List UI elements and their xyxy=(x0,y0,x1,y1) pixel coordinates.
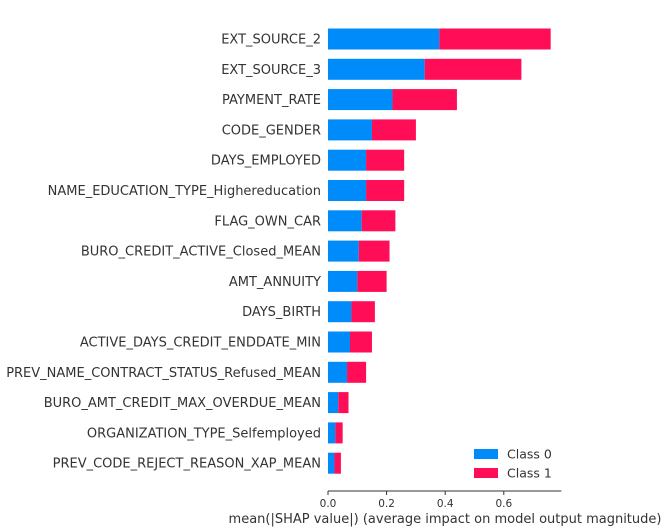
bar-segment-class0 xyxy=(328,422,336,444)
x-tick-label: 0.2 xyxy=(378,498,395,510)
category-label: PREV_CODE_REJECT_REASON_XAP_MEAN xyxy=(53,457,321,472)
bar-segment-class1 xyxy=(334,452,341,474)
bar-segment-class0 xyxy=(328,240,359,262)
bars-layer xyxy=(328,28,551,474)
bar-segment-class1 xyxy=(361,210,396,232)
bar-segment-class0 xyxy=(328,331,350,353)
bar-segment-class1 xyxy=(349,331,372,353)
bar-segment-class1 xyxy=(424,58,522,80)
bar-segment-class0 xyxy=(328,119,372,141)
category-label: NAME_EDUCATION_TYPE_Highereducation xyxy=(48,184,321,199)
category-label: DAYS_EMPLOYED xyxy=(211,154,321,169)
category-label: ACTIVE_DAYS_CREDIT_ENDDATE_MIN xyxy=(80,336,321,351)
category-label: BURO_AMT_CREDIT_MAX_OVERDUE_MEAN xyxy=(44,396,321,411)
legend-label-class0: Class 0 xyxy=(507,447,552,462)
x-tick-label: 0.4 xyxy=(437,498,454,510)
category-label: EXT_SOURCE_3 xyxy=(221,63,321,78)
bar-segment-class1 xyxy=(366,149,405,171)
bar-segment-class1 xyxy=(357,270,387,292)
bar-segment-class1 xyxy=(366,180,405,201)
bar-segment-class1 xyxy=(358,240,390,262)
category-labels: EXT_SOURCE_2 EXT_SOURCE_3 PAYMENT_RATE CODE… xyxy=(6,33,321,472)
bar-segment-class0 xyxy=(328,392,339,414)
bar-segment-class0 xyxy=(328,270,358,292)
bar-segment-class0 xyxy=(328,210,362,232)
x-tick-label: 0.6 xyxy=(495,498,512,510)
bar-segment-class0 xyxy=(328,28,440,50)
bar-segment-class0 xyxy=(328,89,393,111)
bar-segment-class0 xyxy=(328,361,348,383)
category-label: DAYS_BIRTH xyxy=(242,305,321,320)
bar-segment-class1 xyxy=(392,89,457,111)
legend-swatch-class0 xyxy=(474,449,498,459)
bar-segment-class0 xyxy=(328,58,425,80)
bar-segment-class1 xyxy=(347,361,367,383)
bar-segment-class0 xyxy=(328,149,367,171)
bar-segment-class1 xyxy=(338,392,349,414)
bar-segment-class0 xyxy=(328,452,335,474)
bar-segment-class0 xyxy=(328,301,352,323)
category-label: PREV_NAME_CONTRACT_STATUS_Refused_MEAN xyxy=(6,366,321,381)
bar-segment-class0 xyxy=(328,180,367,201)
bar-segment-class1 xyxy=(351,301,375,323)
legend-label-class1: Class 1 xyxy=(507,466,552,481)
category-label: AMT_ANNUITY xyxy=(229,275,321,290)
category-label: BURO_CREDIT_ACTIVE_Closed_MEAN xyxy=(81,245,321,260)
bar-segment-class1 xyxy=(439,28,551,50)
x-axis: 0.0 0.2 0.4 0.6 xyxy=(320,490,562,510)
category-label: FLAG_OWN_CAR xyxy=(214,214,321,229)
x-tick-label: 0.0 xyxy=(320,498,337,510)
category-label: ORGANIZATION_TYPE_Selfemployed xyxy=(87,426,321,441)
legend: Class 0 Class 1 xyxy=(474,447,552,481)
legend-swatch-class1 xyxy=(474,468,498,478)
bar-segment-class1 xyxy=(335,422,343,444)
category-label: EXT_SOURCE_2 xyxy=(221,33,321,48)
category-label: PAYMENT_RATE xyxy=(222,93,321,108)
bar-segment-class1 xyxy=(371,119,416,141)
category-label: CODE_GENDER xyxy=(222,123,321,138)
x-axis-title: mean(|SHAP value|) (average impact on mo… xyxy=(229,512,662,527)
